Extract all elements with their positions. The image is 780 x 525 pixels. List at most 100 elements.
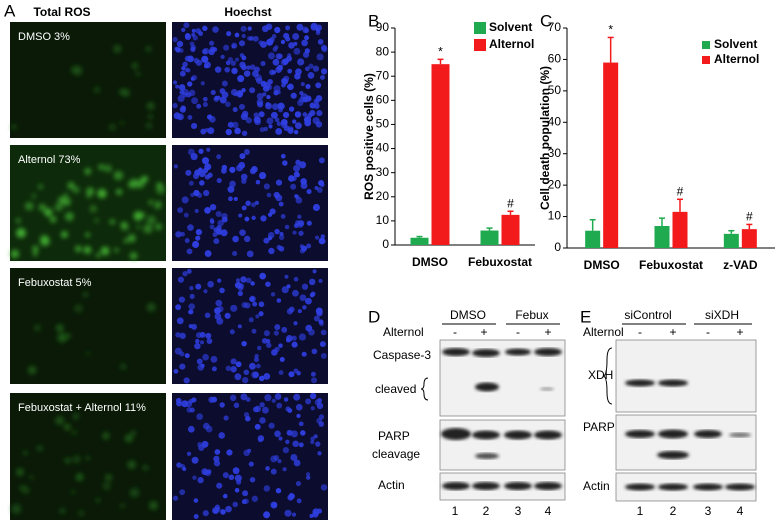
band xyxy=(725,483,755,491)
nucleus xyxy=(309,102,316,109)
nucleus xyxy=(220,509,226,515)
cell xyxy=(64,423,71,431)
nucleus xyxy=(196,192,203,198)
nucleus xyxy=(321,239,326,244)
nucleus xyxy=(187,425,195,433)
cell xyxy=(156,182,163,188)
nucleus xyxy=(234,373,242,381)
legend-swatch xyxy=(702,56,710,64)
cell xyxy=(143,224,153,234)
nucleus xyxy=(179,363,186,370)
nucleus xyxy=(242,376,249,384)
nucleus xyxy=(297,214,302,219)
nucleus xyxy=(293,47,301,55)
nucleus xyxy=(252,371,260,378)
micrographs xyxy=(10,22,328,520)
nucleus xyxy=(210,355,218,363)
nucleus xyxy=(216,95,221,100)
nucleus xyxy=(270,468,277,475)
nucleus xyxy=(237,290,243,297)
nucleus xyxy=(212,232,218,238)
nucleus xyxy=(227,57,234,63)
nucleus xyxy=(256,98,264,106)
nucleus xyxy=(274,117,280,123)
nucleus xyxy=(239,53,245,58)
nucleus xyxy=(264,394,272,402)
nucleus xyxy=(181,27,186,33)
nucleus xyxy=(263,485,271,492)
nucleus xyxy=(222,472,229,479)
cell xyxy=(96,252,101,258)
column-title: Hoechst xyxy=(224,5,271,19)
nucleus xyxy=(316,508,323,514)
nucleus xyxy=(238,103,246,110)
y-tick-label: 80 xyxy=(376,44,390,58)
treatment-label: Alternol xyxy=(583,325,624,339)
nucleus xyxy=(258,111,265,118)
nucleus xyxy=(243,70,251,77)
nucleus xyxy=(175,47,181,53)
nucleus xyxy=(273,455,280,461)
nucleus xyxy=(282,58,289,65)
nucleus xyxy=(210,89,216,96)
cell xyxy=(146,102,155,110)
nucleus xyxy=(302,51,310,58)
nucleus xyxy=(310,406,315,411)
column-title: Total ROS xyxy=(33,5,90,19)
sign: + xyxy=(669,325,676,339)
cell xyxy=(113,44,122,53)
cell xyxy=(27,365,37,375)
nucleus xyxy=(258,301,265,308)
lane-number: 3 xyxy=(515,504,522,518)
nucleus xyxy=(230,88,238,96)
nucleus xyxy=(304,35,310,41)
cell xyxy=(32,251,38,257)
nucleus xyxy=(215,299,223,307)
nucleus xyxy=(187,81,193,87)
y-tick-label: 70 xyxy=(548,20,562,34)
cell xyxy=(98,163,105,171)
nucleus xyxy=(292,440,299,448)
band xyxy=(475,382,499,392)
nucleus xyxy=(275,487,282,494)
cell xyxy=(124,434,134,443)
treatment-label: Alternol xyxy=(383,325,424,339)
nucleus xyxy=(274,393,282,400)
nucleus xyxy=(221,164,228,171)
nucleus xyxy=(297,309,302,314)
nucleus xyxy=(181,196,189,204)
nucleus xyxy=(178,296,186,303)
panel-e: E siControl siXDH Alternol - + - + XDH P… xyxy=(580,307,757,518)
cell xyxy=(146,302,156,312)
cell xyxy=(38,184,43,190)
y-tick-label: 30 xyxy=(376,165,390,179)
nucleus xyxy=(281,286,289,294)
lane-number: 1 xyxy=(452,504,459,518)
nucleus xyxy=(195,228,203,236)
nucleus xyxy=(278,436,283,441)
nucleus xyxy=(187,148,195,156)
band xyxy=(625,483,655,491)
nucleus xyxy=(183,377,190,384)
nucleus xyxy=(319,341,326,348)
band xyxy=(693,483,723,491)
nucleus xyxy=(241,88,246,93)
panel-letter: E xyxy=(580,307,591,326)
nucleus xyxy=(231,44,236,49)
nucleus xyxy=(262,92,267,97)
nucleus xyxy=(310,440,315,445)
nucleus xyxy=(244,216,250,222)
nucleus xyxy=(259,417,266,424)
nucleus xyxy=(198,444,205,451)
nucleus xyxy=(291,335,297,341)
green-cells xyxy=(11,44,155,131)
lane-number: 4 xyxy=(737,504,744,518)
nucleus xyxy=(177,94,185,103)
nucleus xyxy=(283,125,290,132)
nucleus xyxy=(223,44,230,51)
nucleus xyxy=(320,329,327,336)
annotation: * xyxy=(608,23,613,37)
nucleus xyxy=(249,476,256,483)
nucleus xyxy=(224,312,231,319)
nucleus xyxy=(182,61,188,68)
